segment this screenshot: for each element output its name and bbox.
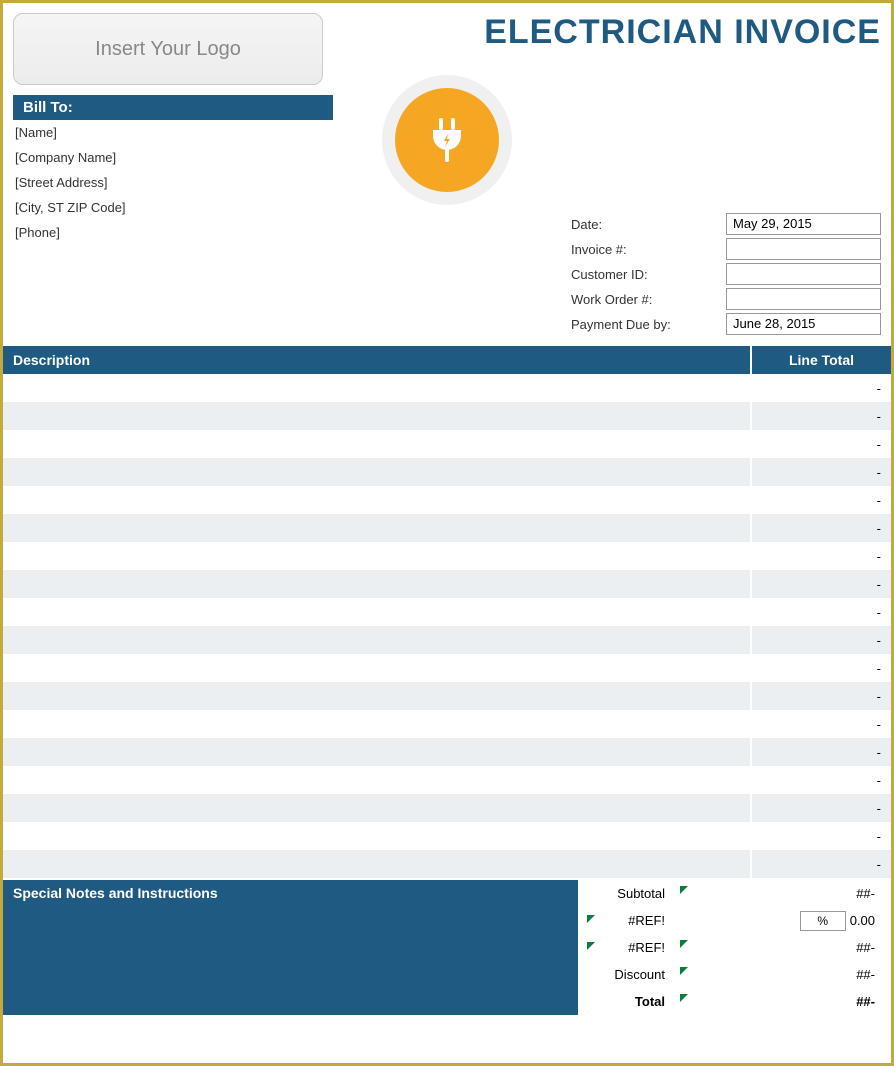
table-row[interactable]: - bbox=[3, 710, 891, 738]
totals-block: Subtotal ##- #REF! % 0.00 #REF! ##- Disc… bbox=[585, 880, 891, 1015]
meta-due-label: Payment Due by: bbox=[571, 317, 726, 332]
table-row[interactable]: - bbox=[3, 822, 891, 850]
cell-line-total[interactable]: - bbox=[751, 430, 891, 458]
cell-description[interactable] bbox=[3, 626, 751, 654]
cell-line-total[interactable]: - bbox=[751, 570, 891, 598]
cell-description[interactable] bbox=[3, 822, 751, 850]
table-row[interactable]: - bbox=[3, 598, 891, 626]
cell-description[interactable] bbox=[3, 542, 751, 570]
cell-description[interactable] bbox=[3, 598, 751, 626]
table-row[interactable]: - bbox=[3, 542, 891, 570]
bill-to-name[interactable]: [Name] bbox=[13, 120, 333, 145]
cell-description[interactable] bbox=[3, 766, 751, 794]
cell-line-total[interactable]: - bbox=[751, 850, 891, 878]
ref2-value: ##- bbox=[680, 940, 881, 955]
cell-description[interactable] bbox=[3, 486, 751, 514]
bill-to-company[interactable]: [Company Name] bbox=[13, 145, 333, 170]
table-row[interactable]: - bbox=[3, 430, 891, 458]
table-row[interactable]: - bbox=[3, 570, 891, 598]
cell-description[interactable] bbox=[3, 570, 751, 598]
table-row[interactable]: - bbox=[3, 654, 891, 682]
cell-line-total[interactable]: - bbox=[751, 626, 891, 654]
bill-to-street[interactable]: [Street Address] bbox=[13, 170, 333, 195]
cell-line-total[interactable]: - bbox=[751, 710, 891, 738]
col-description: Description bbox=[3, 346, 751, 374]
cell-description[interactable] bbox=[3, 402, 751, 430]
cell-line-total[interactable]: - bbox=[751, 794, 891, 822]
line-items-table: Description Line Total -----------------… bbox=[3, 346, 891, 878]
meta-workorder-value[interactable] bbox=[726, 288, 881, 310]
cell-description[interactable] bbox=[3, 514, 751, 542]
cell-line-total[interactable]: - bbox=[751, 682, 891, 710]
meta-date-value[interactable]: May 29, 2015 bbox=[726, 213, 881, 235]
meta-invoice-value[interactable] bbox=[726, 238, 881, 260]
total-value: ##- bbox=[680, 994, 881, 1009]
cell-line-total[interactable]: - bbox=[751, 766, 891, 794]
cell-line-total[interactable]: - bbox=[751, 598, 891, 626]
cell-line-total[interactable]: - bbox=[751, 486, 891, 514]
meta-date-label: Date: bbox=[571, 217, 726, 232]
cell-description[interactable] bbox=[3, 850, 751, 878]
meta-workorder-label: Work Order #: bbox=[571, 292, 726, 307]
table-row[interactable]: - bbox=[3, 850, 891, 878]
logo-placeholder[interactable]: Insert Your Logo bbox=[13, 13, 323, 85]
cell-description[interactable] bbox=[3, 430, 751, 458]
notes-heading: Special Notes and Instructions bbox=[3, 880, 578, 1015]
ref1-label: #REF! bbox=[585, 913, 680, 928]
meta-invoice-label: Invoice #: bbox=[571, 242, 726, 257]
table-row[interactable]: - bbox=[3, 626, 891, 654]
bill-to-phone[interactable]: [Phone] bbox=[13, 220, 333, 245]
table-row[interactable]: - bbox=[3, 794, 891, 822]
cell-description[interactable] bbox=[3, 738, 751, 766]
cell-line-total[interactable]: - bbox=[751, 458, 891, 486]
cell-line-total[interactable]: - bbox=[751, 654, 891, 682]
subtotal-value: ##- bbox=[680, 886, 881, 901]
table-row[interactable]: - bbox=[3, 458, 891, 486]
table-row[interactable]: - bbox=[3, 738, 891, 766]
invoice-title: ELECTRICIAN INVOICE bbox=[484, 13, 881, 52]
cell-description[interactable] bbox=[3, 654, 751, 682]
meta-due-value[interactable]: June 28, 2015 bbox=[726, 313, 881, 335]
cell-line-total[interactable]: - bbox=[751, 542, 891, 570]
table-row[interactable]: - bbox=[3, 514, 891, 542]
table-row[interactable]: - bbox=[3, 486, 891, 514]
bill-to-city[interactable]: [City, ST ZIP Code] bbox=[13, 195, 333, 220]
cell-description[interactable] bbox=[3, 710, 751, 738]
cell-line-total[interactable]: - bbox=[751, 402, 891, 430]
cell-description[interactable] bbox=[3, 458, 751, 486]
col-line-total: Line Total bbox=[751, 346, 891, 374]
cell-line-total[interactable]: - bbox=[751, 738, 891, 766]
ref2-label: #REF! bbox=[585, 940, 680, 955]
table-row[interactable]: - bbox=[3, 766, 891, 794]
table-row[interactable]: - bbox=[3, 682, 891, 710]
table-row[interactable]: - bbox=[3, 374, 891, 402]
pct-value[interactable]: % 0.00 bbox=[680, 911, 881, 931]
table-row[interactable]: - bbox=[3, 402, 891, 430]
bill-to-heading: Bill To: bbox=[13, 95, 333, 120]
cell-line-total[interactable]: - bbox=[751, 374, 891, 402]
meta-customer-label: Customer ID: bbox=[571, 267, 726, 282]
cell-description[interactable] bbox=[3, 682, 751, 710]
cell-line-total[interactable]: - bbox=[751, 514, 891, 542]
cell-description[interactable] bbox=[3, 374, 751, 402]
discount-value: ##- bbox=[680, 967, 881, 982]
cell-description[interactable] bbox=[3, 794, 751, 822]
discount-label: Discount bbox=[585, 967, 680, 982]
total-label: Total bbox=[585, 994, 680, 1009]
subtotal-label: Subtotal bbox=[585, 886, 680, 901]
meta-customer-value[interactable] bbox=[726, 263, 881, 285]
cell-line-total[interactable]: - bbox=[751, 822, 891, 850]
